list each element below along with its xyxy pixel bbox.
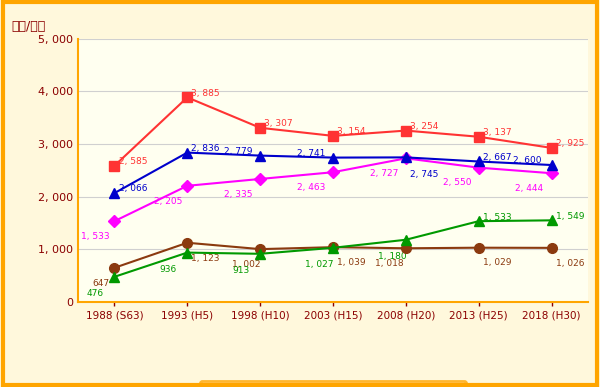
民営借家　（非木造） bbox=[548, 146, 555, 150]
民営借家　（非木造） bbox=[257, 125, 264, 130]
Text: 1, 002: 1, 002 bbox=[232, 260, 261, 269]
民営借家（木造） bbox=[329, 155, 337, 160]
給与住宅 bbox=[257, 252, 264, 256]
民営借家（木造） bbox=[184, 150, 191, 155]
Text: 3, 137: 3, 137 bbox=[483, 128, 512, 137]
Text: 2, 745: 2, 745 bbox=[410, 170, 439, 178]
Text: 2, 741: 2, 741 bbox=[297, 149, 325, 158]
給与住宅 bbox=[329, 245, 337, 250]
民営借家（木造） bbox=[548, 163, 555, 167]
Text: 2, 585: 2, 585 bbox=[119, 157, 147, 166]
Legend: 公営の借家, 公団・公社の借家, 民営借家（木造）, 民営借家　（非木造）, 給与住宅: 公営の借家, 公団・公社の借家, 民営借家（木造）, 民営借家 （非木造）, 給… bbox=[200, 381, 466, 387]
公営の借家 bbox=[184, 240, 191, 245]
民営借家　（非木造） bbox=[402, 128, 409, 133]
Line: 民営借家（木造）: 民営借家（木造） bbox=[110, 148, 556, 198]
民営借家　（非木造） bbox=[329, 134, 337, 138]
Text: 1, 549: 1, 549 bbox=[556, 212, 584, 221]
Text: 3, 307: 3, 307 bbox=[265, 119, 293, 128]
給与住宅 bbox=[402, 238, 409, 242]
Text: 3, 154: 3, 154 bbox=[337, 127, 365, 136]
公営の借家 bbox=[548, 245, 555, 250]
Text: 2, 667: 2, 667 bbox=[483, 153, 511, 162]
Line: 公団・公社の借家: 公団・公社の借家 bbox=[110, 154, 556, 225]
Text: 1, 123: 1, 123 bbox=[191, 253, 220, 262]
公営の借家 bbox=[111, 265, 118, 270]
公営の借家 bbox=[329, 245, 337, 250]
Text: 1, 026: 1, 026 bbox=[556, 259, 584, 268]
給与住宅 bbox=[548, 218, 555, 223]
Text: 647: 647 bbox=[92, 279, 109, 288]
Text: 1, 533: 1, 533 bbox=[483, 212, 512, 221]
給与住宅 bbox=[184, 250, 191, 255]
公営の借家 bbox=[475, 245, 482, 250]
Text: （円/㎡）: （円/㎡） bbox=[12, 21, 46, 33]
民営借家（木造） bbox=[257, 153, 264, 158]
Line: 民営借家　（非木造）: 民営借家 （非木造） bbox=[110, 92, 556, 171]
Text: 936: 936 bbox=[160, 265, 177, 274]
民営借家（木造） bbox=[111, 191, 118, 195]
Text: 2, 066: 2, 066 bbox=[119, 185, 147, 194]
公営の借家 bbox=[402, 246, 409, 251]
公営の借家 bbox=[257, 247, 264, 252]
Text: 2, 600: 2, 600 bbox=[512, 156, 541, 165]
給与住宅 bbox=[475, 219, 482, 224]
Text: 1, 180: 1, 180 bbox=[378, 252, 407, 261]
給与住宅 bbox=[111, 274, 118, 279]
民営借家　（非木造） bbox=[111, 163, 118, 168]
公団・公社の借家 bbox=[548, 171, 555, 176]
公団・公社の借家 bbox=[184, 183, 191, 188]
Text: 3, 254: 3, 254 bbox=[410, 122, 439, 131]
Line: 給与住宅: 給与住宅 bbox=[110, 216, 556, 282]
民営借家（木造） bbox=[402, 155, 409, 160]
Text: 476: 476 bbox=[86, 289, 104, 298]
Text: 1, 039: 1, 039 bbox=[337, 258, 366, 267]
公団・公社の借家 bbox=[329, 170, 337, 175]
Text: 3, 885: 3, 885 bbox=[191, 89, 220, 98]
Text: 913: 913 bbox=[232, 266, 250, 275]
公団・公社の借家 bbox=[475, 165, 482, 170]
民営借家　（非木造） bbox=[184, 95, 191, 100]
Text: 2, 925: 2, 925 bbox=[556, 139, 584, 148]
公団・公社の借家 bbox=[111, 219, 118, 224]
Text: 2, 836: 2, 836 bbox=[191, 144, 220, 153]
公団・公社の借家 bbox=[257, 176, 264, 181]
Text: 2, 205: 2, 205 bbox=[154, 197, 182, 205]
Text: 2, 727: 2, 727 bbox=[370, 169, 398, 178]
民営借家（木造） bbox=[475, 159, 482, 164]
Text: 2, 335: 2, 335 bbox=[224, 190, 253, 199]
Text: 1, 027: 1, 027 bbox=[305, 260, 334, 269]
Text: 2, 779: 2, 779 bbox=[224, 147, 253, 156]
Text: 2, 444: 2, 444 bbox=[515, 184, 544, 193]
Text: 2, 550: 2, 550 bbox=[443, 178, 471, 187]
Text: 1, 018: 1, 018 bbox=[376, 259, 404, 268]
民営借家　（非木造） bbox=[475, 134, 482, 139]
公団・公社の借家 bbox=[402, 156, 409, 161]
Line: 公営の借家: 公営の借家 bbox=[110, 238, 556, 273]
Text: 1, 029: 1, 029 bbox=[483, 259, 511, 267]
Text: 2, 463: 2, 463 bbox=[297, 183, 325, 192]
Text: 1, 533: 1, 533 bbox=[81, 232, 110, 241]
